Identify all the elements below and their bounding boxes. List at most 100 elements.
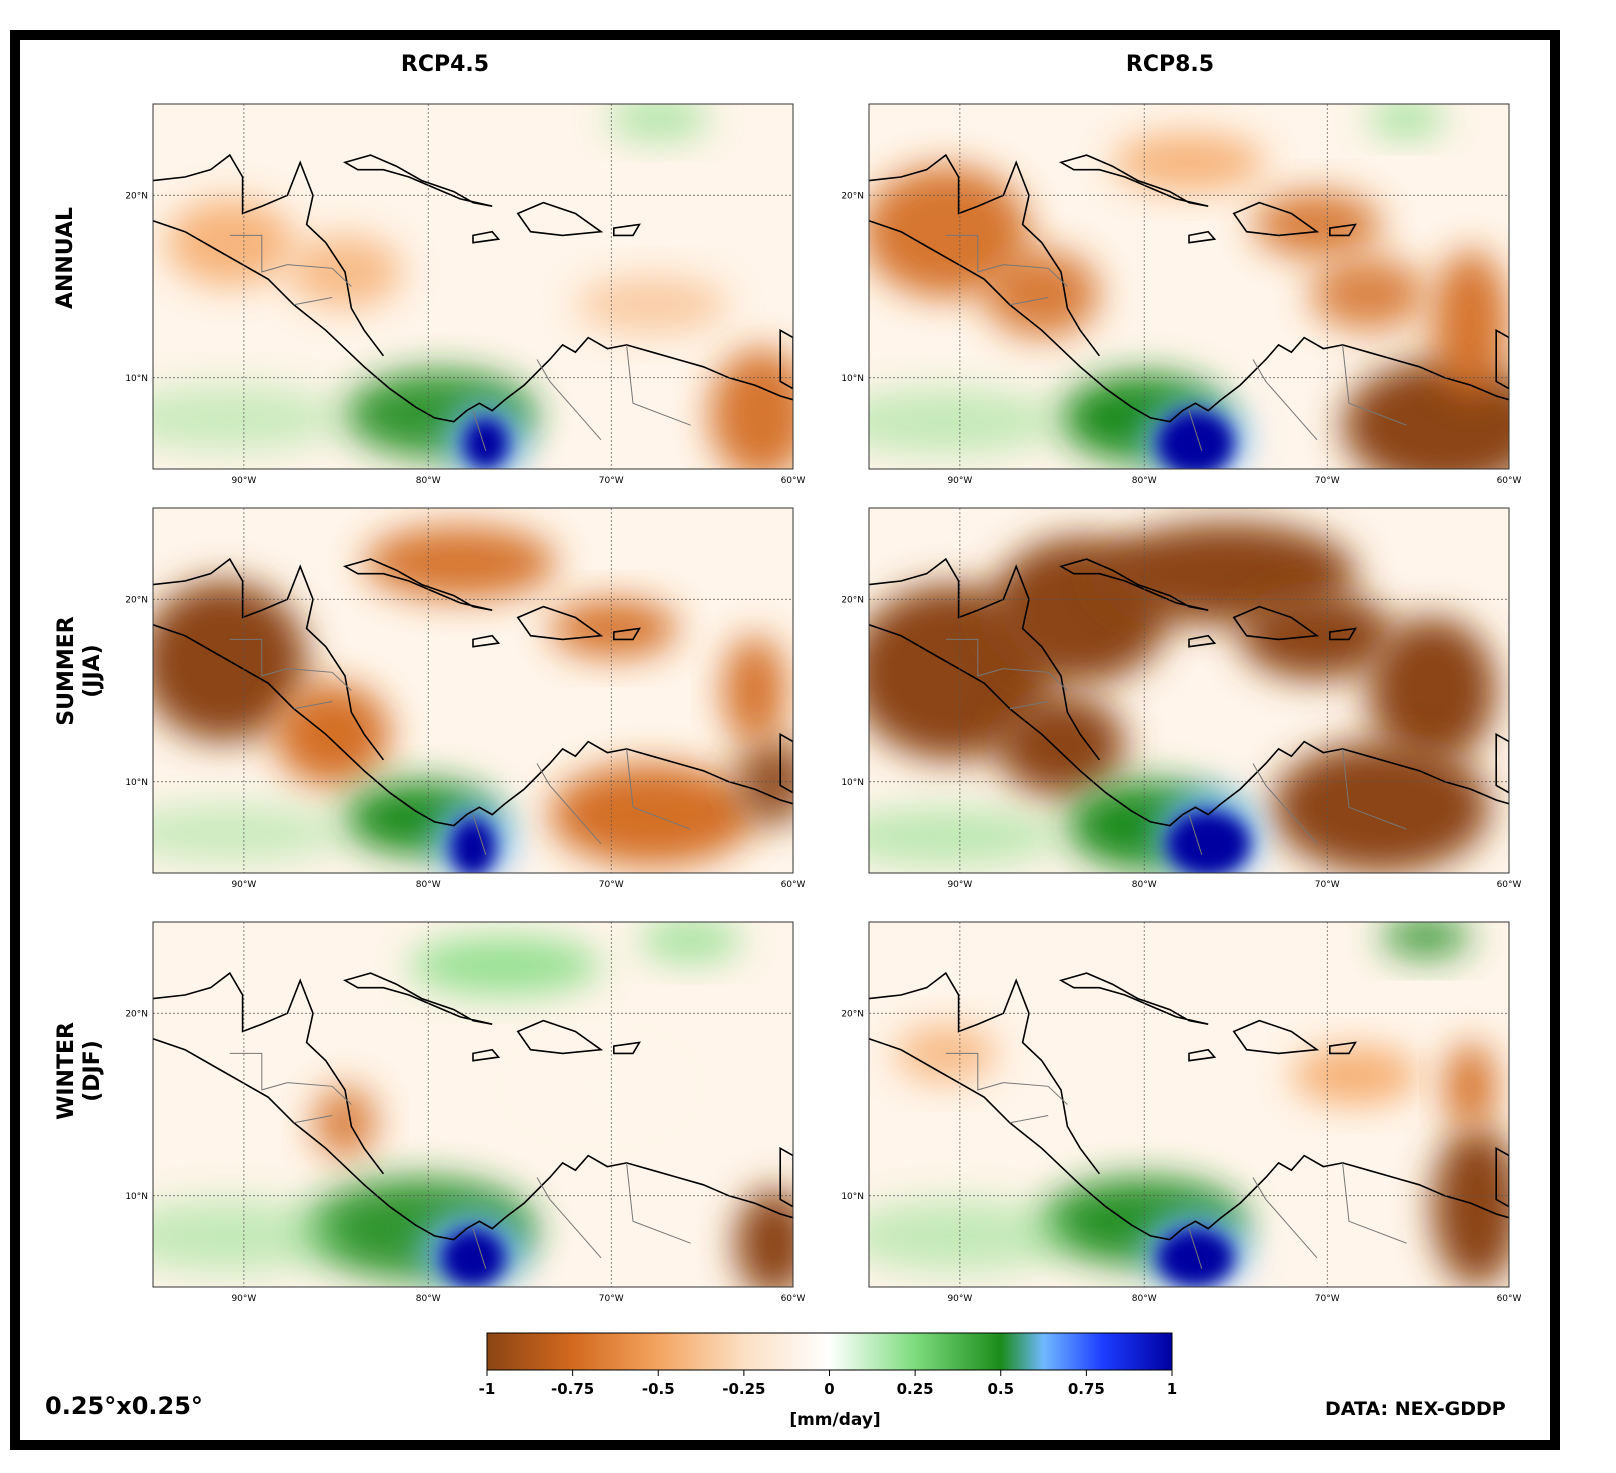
anomaly-region [1381,922,1471,959]
lon-tick-label: 70°W [1315,1294,1340,1304]
anomaly-region [607,104,710,141]
lat-tick-label: 10°N [841,374,864,384]
lon-tick-label: 90°W [947,476,972,486]
lon-tick-label: 60°W [1497,476,1522,486]
coastline [1232,201,1320,237]
lon-tick-label: 90°W [947,1294,972,1304]
map-panel-summer-rcp85: 90°W 80°W 70°W 60°W 20°N 10°N [841,507,1522,890]
map-border [152,103,794,470]
map-border [868,507,1510,874]
lon-tick-label: 80°W [1132,880,1157,890]
country-border [1252,359,1318,441]
coastline [1188,1048,1217,1062]
lat-tick-label: 10°N [841,778,864,788]
coastline [869,557,1101,761]
country-border [1009,1115,1049,1124]
lon-tick-label: 90°W [231,880,256,890]
country-border [1003,668,1068,691]
anomaly-region [1253,191,1381,258]
anomaly-region [894,1024,997,1083]
map-panel-winter-rcp45: 90°W 80°W 70°W 60°W 20°N 10°N [125,921,806,1304]
lon-tick-label: 80°W [1132,1294,1157,1304]
map-border [868,103,1510,470]
anomaly-region [1272,741,1490,873]
coastline [472,634,501,648]
lat-tick-label: 10°N [125,1192,148,1202]
precip-change-field [153,922,793,1287]
country-border [536,1177,602,1259]
country-border [1009,297,1049,306]
anomaly-region [575,275,729,334]
anomaly-region [313,1086,377,1160]
anomaly-region [463,417,509,469]
anomaly-region [1157,410,1234,469]
anomaly-region [997,694,1125,797]
anomaly-region [153,1199,345,1273]
coastline [516,201,604,237]
colorbar-tick-label: 0.5 [987,1380,1014,1398]
lat-tick-label: 10°N [125,374,148,384]
lat-tick-label: 20°N [125,191,148,201]
anomaly-region [274,683,390,786]
anomaly-region [450,818,496,873]
coastline [869,971,1101,1175]
lon-tick-label: 90°W [947,880,972,890]
coastline [153,557,385,761]
country-border [1252,763,1318,845]
country-border [229,234,288,273]
country-border [1252,1177,1318,1259]
lon-tick-label: 60°W [781,1294,806,1304]
lat-tick-label: 20°N [841,1009,864,1019]
coastline [1232,605,1320,641]
lon-tick-label: 80°W [416,1294,441,1304]
column-title-rcp85: RCP8.5 [1125,52,1215,77]
map-panel-annual-rcp45: 90°W 80°W 70°W 60°W 20°N 10°N [125,103,806,486]
colorbar-tick-label: 1 [1167,1380,1177,1398]
anomaly-region [735,737,793,826]
country-border [1342,1162,1407,1244]
anomaly-region [364,526,557,600]
coastline [1232,1019,1320,1055]
lon-tick-label: 60°W [1497,1294,1522,1304]
lon-tick-label: 80°W [416,880,441,890]
country-border [472,814,487,855]
resolution-label: 0.25°x0.25° [45,1392,203,1420]
country-border [287,264,352,287]
anomaly-region [1368,104,1445,137]
coastline [869,220,1509,423]
coastline [153,153,385,357]
anomaly-region [1310,257,1426,331]
lon-tick-label: 60°W [781,476,806,486]
anomaly-region [524,1049,678,1123]
country-border [1003,264,1068,287]
coastline [1495,732,1509,794]
map-panel-annual-rcp85: 90°W 80°W 70°W 60°W 20°N 10°N [841,103,1522,486]
country-border [293,701,333,710]
coastline [1329,627,1357,641]
country-border [945,234,1004,273]
country-border [1342,748,1407,830]
anomaly-region [153,803,345,863]
anomaly-region [1432,250,1509,396]
country-border [229,638,288,677]
lon-tick-label: 70°W [599,880,624,890]
lon-tick-label: 70°W [599,1294,624,1304]
coastline [342,558,493,611]
lon-tick-label: 70°W [1315,880,1340,890]
colorbar-tick-label: 0.25 [897,1380,934,1398]
anomaly-region [549,599,678,658]
colorbar [486,1332,1173,1371]
map-border [868,921,1510,1288]
coastline [1188,634,1217,648]
country-border [1188,410,1203,451]
colorbar-tick-label: -0.75 [551,1380,594,1398]
anomaly-region [709,348,793,469]
coastline [779,1146,793,1208]
coastline [153,971,385,1175]
country-border [626,748,691,830]
anomaly-region [1166,810,1250,873]
anomaly-region [165,198,294,287]
precip-change-field [869,922,1509,1287]
country-border [229,1052,288,1091]
coastline [779,732,793,794]
